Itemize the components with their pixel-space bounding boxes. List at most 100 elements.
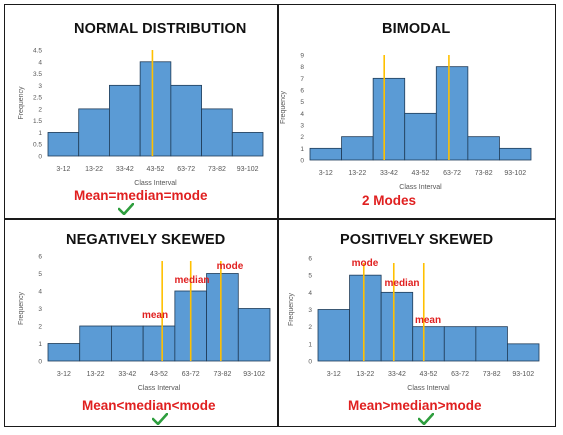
y-tick-label: 1 [38, 130, 42, 137]
x-tick-label: 63-72 [182, 371, 200, 378]
chart-caption: Mean>median>mode [348, 398, 482, 413]
y-tick-label: 0 [38, 359, 42, 366]
x-tick-label: 43-52 [420, 371, 438, 378]
y-axis-label: Frequency [288, 292, 295, 326]
y-tick-label: 4 [300, 111, 304, 118]
y-axis-label: Frequency [18, 86, 25, 120]
histogram-bar [109, 84, 141, 157]
marker-label: mode [352, 258, 379, 269]
y-tick-label: 3 [308, 307, 312, 314]
y-tick-label: 1 [38, 341, 42, 348]
y-tick-label: 5 [300, 99, 304, 106]
y-tick-label: 5 [308, 273, 312, 280]
histogram-bar [142, 325, 176, 362]
y-tick-label: 6 [38, 254, 42, 261]
x-tick-label: 13-22 [85, 166, 103, 173]
x-tick-label: 73-82 [483, 371, 501, 378]
x-tick-label: 93-102 [237, 166, 259, 173]
y-tick-label: 2.5 [33, 95, 42, 102]
marker-label: median [384, 278, 419, 289]
y-tick-label: 2 [308, 324, 312, 331]
x-tick-label: 63-72 [177, 166, 195, 173]
check-icon [418, 413, 434, 425]
chart-title: NEGATIVELY SKEWED [66, 232, 226, 248]
histogram-bar [507, 343, 540, 362]
figure-frame [4, 4, 556, 427]
x-tick-label: 33-42 [118, 371, 136, 378]
histogram-bar [404, 112, 437, 161]
y-tick-label: 3.5 [33, 71, 42, 78]
x-tick-label: 3-12 [56, 166, 70, 173]
histogram-bar [412, 326, 445, 362]
histogram-bar [139, 61, 172, 157]
x-axis-label: Class Interval [134, 180, 177, 187]
y-tick-label: 0 [300, 158, 304, 165]
x-tick-label: 63-72 [443, 170, 461, 177]
y-tick-label: 9 [300, 53, 304, 60]
chart-title: BIMODAL [382, 21, 451, 37]
x-tick-label: 3-12 [57, 371, 71, 378]
y-tick-label: 1 [308, 341, 312, 348]
histogram-bar [231, 132, 264, 157]
x-tick-label: 13-22 [87, 371, 105, 378]
x-tick-label: 43-52 [150, 371, 168, 378]
x-tick-label: 43-52 [412, 170, 430, 177]
y-axis-label: Frequency [18, 291, 25, 325]
x-tick-label: 3-12 [327, 371, 341, 378]
x-axis-label: Class Interval [399, 184, 442, 191]
panel-divider-vertical [277, 4, 279, 427]
x-axis-label: Class Interval [138, 385, 181, 392]
y-tick-label: 5 [38, 271, 42, 278]
x-tick-label: 73-82 [475, 170, 493, 177]
y-tick-label: 4.5 [33, 48, 42, 55]
marker-label: mean [142, 310, 168, 321]
marker-label: mode [217, 261, 244, 272]
x-tick-label: 13-22 [356, 371, 374, 378]
panel-divider-horizontal [4, 218, 556, 220]
histogram-bar [237, 308, 271, 362]
y-tick-label: 3 [38, 83, 42, 90]
marker-label: median [174, 275, 209, 286]
chart-caption: Mean<median<mode [82, 398, 216, 413]
chart-caption: 2 Modes [362, 193, 417, 208]
x-tick-label: 33-42 [380, 170, 398, 177]
x-tick-label: 3-12 [319, 170, 333, 177]
histogram-bar [475, 326, 508, 362]
y-tick-label: 6 [308, 256, 312, 263]
x-tick-label: 33-42 [116, 166, 134, 173]
histogram-bar [349, 274, 382, 362]
x-axis-label: Class Interval [407, 385, 450, 392]
y-tick-label: 2 [300, 134, 304, 141]
x-tick-label: 63-72 [451, 371, 469, 378]
check-icon [152, 413, 168, 425]
y-tick-label: 0 [38, 154, 42, 161]
histogram-bar [435, 66, 469, 161]
y-tick-label: 7 [300, 76, 304, 83]
histogram-bar [443, 326, 477, 362]
y-tick-label: 3 [38, 306, 42, 313]
y-tick-label: 4 [38, 59, 42, 66]
y-tick-label: 6 [300, 88, 304, 95]
x-tick-label: 73-82 [213, 371, 231, 378]
histogram-bar [170, 84, 202, 157]
y-tick-label: 1.5 [33, 118, 42, 125]
x-tick-label: 93-102 [243, 371, 265, 378]
chart-caption: Mean=median=mode [74, 188, 208, 203]
chart-title: POSITIVELY SKEWED [340, 232, 494, 248]
histogram-bar [201, 108, 233, 157]
y-tick-label: 4 [38, 289, 42, 296]
x-tick-label: 73-82 [208, 166, 226, 173]
x-tick-label: 93-102 [512, 371, 534, 378]
y-tick-label: 0.5 [33, 142, 42, 149]
histogram-bar [499, 147, 532, 161]
histogram-bar [372, 77, 406, 161]
histogram-bar [317, 309, 350, 362]
check-icon [118, 203, 134, 215]
histogram-bar [380, 291, 414, 362]
y-tick-label: 4 [308, 290, 312, 297]
x-tick-label: 93-102 [504, 170, 526, 177]
